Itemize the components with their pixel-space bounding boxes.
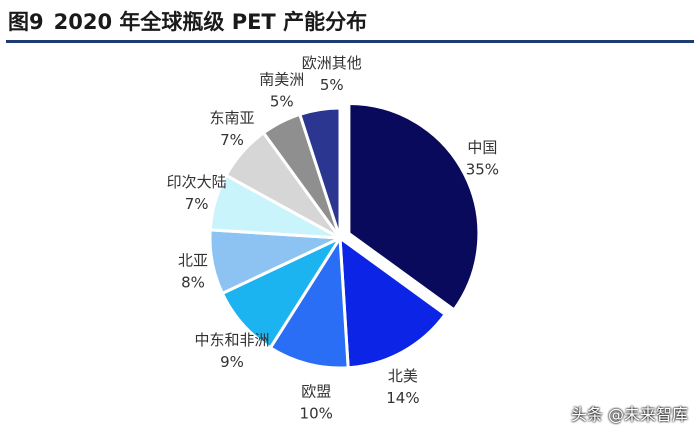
slice-value-3: 9% xyxy=(220,353,244,371)
watermark: 头条 @未来智库 xyxy=(570,405,688,424)
slice-value-1: 14% xyxy=(386,389,419,407)
figure-title-row: 图9 2020 年全球瓶级 PET 产能分布 xyxy=(8,6,367,36)
slice-value-5: 7% xyxy=(185,195,209,213)
pie-slice-2 xyxy=(268,233,350,370)
figure-title: 2020 年全球瓶级 PET 产能分布 xyxy=(53,10,368,34)
slice-value-4: 8% xyxy=(181,273,205,291)
slice-value-0: 35% xyxy=(466,160,499,178)
slice-label-2: 欧盟 xyxy=(301,383,331,401)
slice-label-4: 北亚 xyxy=(178,251,208,269)
slice-label-3: 中东和非洲 xyxy=(194,331,269,349)
title-divider xyxy=(6,40,694,43)
pie-slice-1 xyxy=(338,234,448,370)
slice-label-0: 中国 xyxy=(467,138,497,156)
figure-number: 图9 xyxy=(8,10,44,34)
slice-label-8: 欧洲其他 xyxy=(302,54,362,72)
pie-slice-0 xyxy=(347,101,481,312)
slice-label-1: 北美 xyxy=(388,367,418,385)
slice-value-2: 10% xyxy=(300,405,333,423)
slice-value-6: 7% xyxy=(220,131,244,149)
pie-slice-8 xyxy=(297,106,342,239)
slice-label-7: 南美洲 xyxy=(259,70,304,88)
slice-value-8: 5% xyxy=(320,76,344,94)
slice-label-6: 东南亚 xyxy=(209,109,254,127)
pie-labels: 中国 35% 北美 14% 欧盟 10% 中东和非洲 9% 北亚 8% 印次大陆 7% 东南亚 7% 南美洲… xyxy=(167,54,499,423)
pie-slices xyxy=(208,101,481,370)
slice-value-7: 5% xyxy=(270,92,294,110)
slice-label-5: 印次大陆 xyxy=(167,173,227,191)
